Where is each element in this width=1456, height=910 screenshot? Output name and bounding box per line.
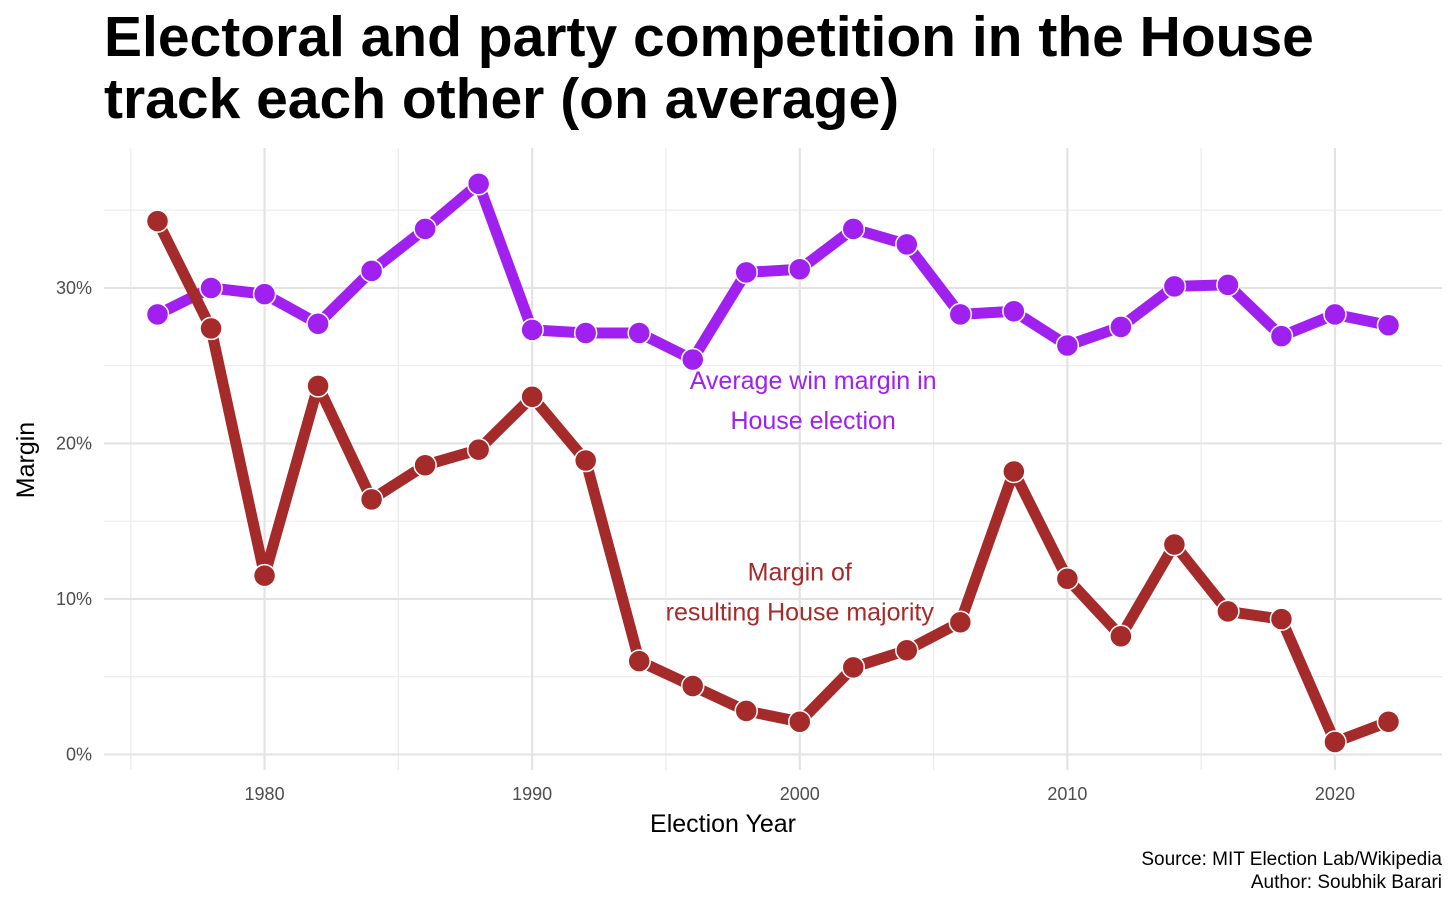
majority_margin-line [152,215,1394,748]
axes: 1980 1990 2000 2010 2020 0% 10% 20% 30% Election … [12,278,1355,838]
win_margin-point [1055,333,1080,358]
majority_margin-point [145,209,170,233]
win_margin-point [734,260,758,285]
majority_margin-point [1162,532,1187,557]
source-note: Source: MIT Election Lab/Wikipedia [1141,849,1442,870]
win_margin-point [145,302,170,327]
x-tick-label: 1980 [245,784,285,804]
win_margin-annotation-line: House election [730,407,895,435]
majority_margin-point [788,710,812,734]
majority_margin-point [627,649,651,673]
win_margin-point [1376,313,1401,338]
majority_margin-point [1269,607,1294,631]
win_margin-point [948,302,973,327]
series-lines [152,178,1394,748]
majority_margin-point [680,674,705,698]
y-tick-label: 10% [56,589,92,609]
x-tick-label: 1990 [512,784,552,804]
majority_margin-annotation-line: Margin of [748,558,852,586]
win_margin-point [680,347,705,372]
win_margin-point [1002,299,1026,324]
win_margin-point [841,217,866,241]
majority_margin-point [734,699,758,723]
majority_margin-point [1323,730,1347,754]
win_margin-point [1323,302,1347,327]
y-tick-label: 20% [56,433,92,453]
grid-lines [104,148,1442,770]
win_margin-point [1269,324,1294,348]
win_margin-point [306,311,330,336]
win_margin-point [1162,274,1187,299]
majority_margin-point [1002,459,1026,484]
majority_margin-point [252,563,277,588]
majority_margin-annotation-line: resulting House majority [666,598,935,626]
win_margin-point [895,232,919,257]
majority_margin-point [573,448,598,473]
annotations: Average win margin in House election Margi… [666,367,937,626]
majority_margin-point [413,453,437,477]
win_margin-point [1109,315,1133,339]
win_margin-point [252,282,277,306]
win_margin-point [199,276,223,300]
win_margin-point [627,321,651,345]
majority_margin-point [359,487,384,512]
win_margin-point [788,257,812,282]
chart-title: Electoral and party competition in the H… [104,5,1314,131]
author-note: Author: Soubhik Barari [1250,872,1442,893]
majority_margin-point [948,610,973,635]
majority_margin-point [306,374,330,398]
win_margin-point [1216,273,1240,297]
majority_margin-point [1109,624,1133,649]
majority_margin-point [841,655,866,680]
majority_margin-point [895,638,919,663]
x-tick-label: 2010 [1047,784,1087,804]
win_margin-point [520,318,544,342]
win_margin-annotation-line: Average win margin in [690,367,937,395]
x-tick-label: 2000 [780,784,820,804]
x-axis-title: Election Year [650,810,796,838]
win_margin-point [573,321,598,345]
majority_margin-point [1216,599,1240,624]
majority_margin-point [520,385,544,409]
chart-caption: Source: MIT Election Lab/Wikipedia Autho… [1141,848,1442,894]
y-tick-label: 30% [56,278,92,298]
majority_margin-point [199,316,223,341]
majority_margin-point [466,437,491,462]
data-points [145,172,1401,754]
win_margin-point [359,259,384,283]
win_margin-point [466,172,491,196]
y-tick-label: 0% [66,744,92,764]
win_margin-point [413,217,437,241]
majority_margin-point [1055,566,1080,591]
y-axis-title: Margin [12,422,40,498]
x-tick-label: 2020 [1315,784,1355,804]
majority_margin-point [1376,710,1401,734]
